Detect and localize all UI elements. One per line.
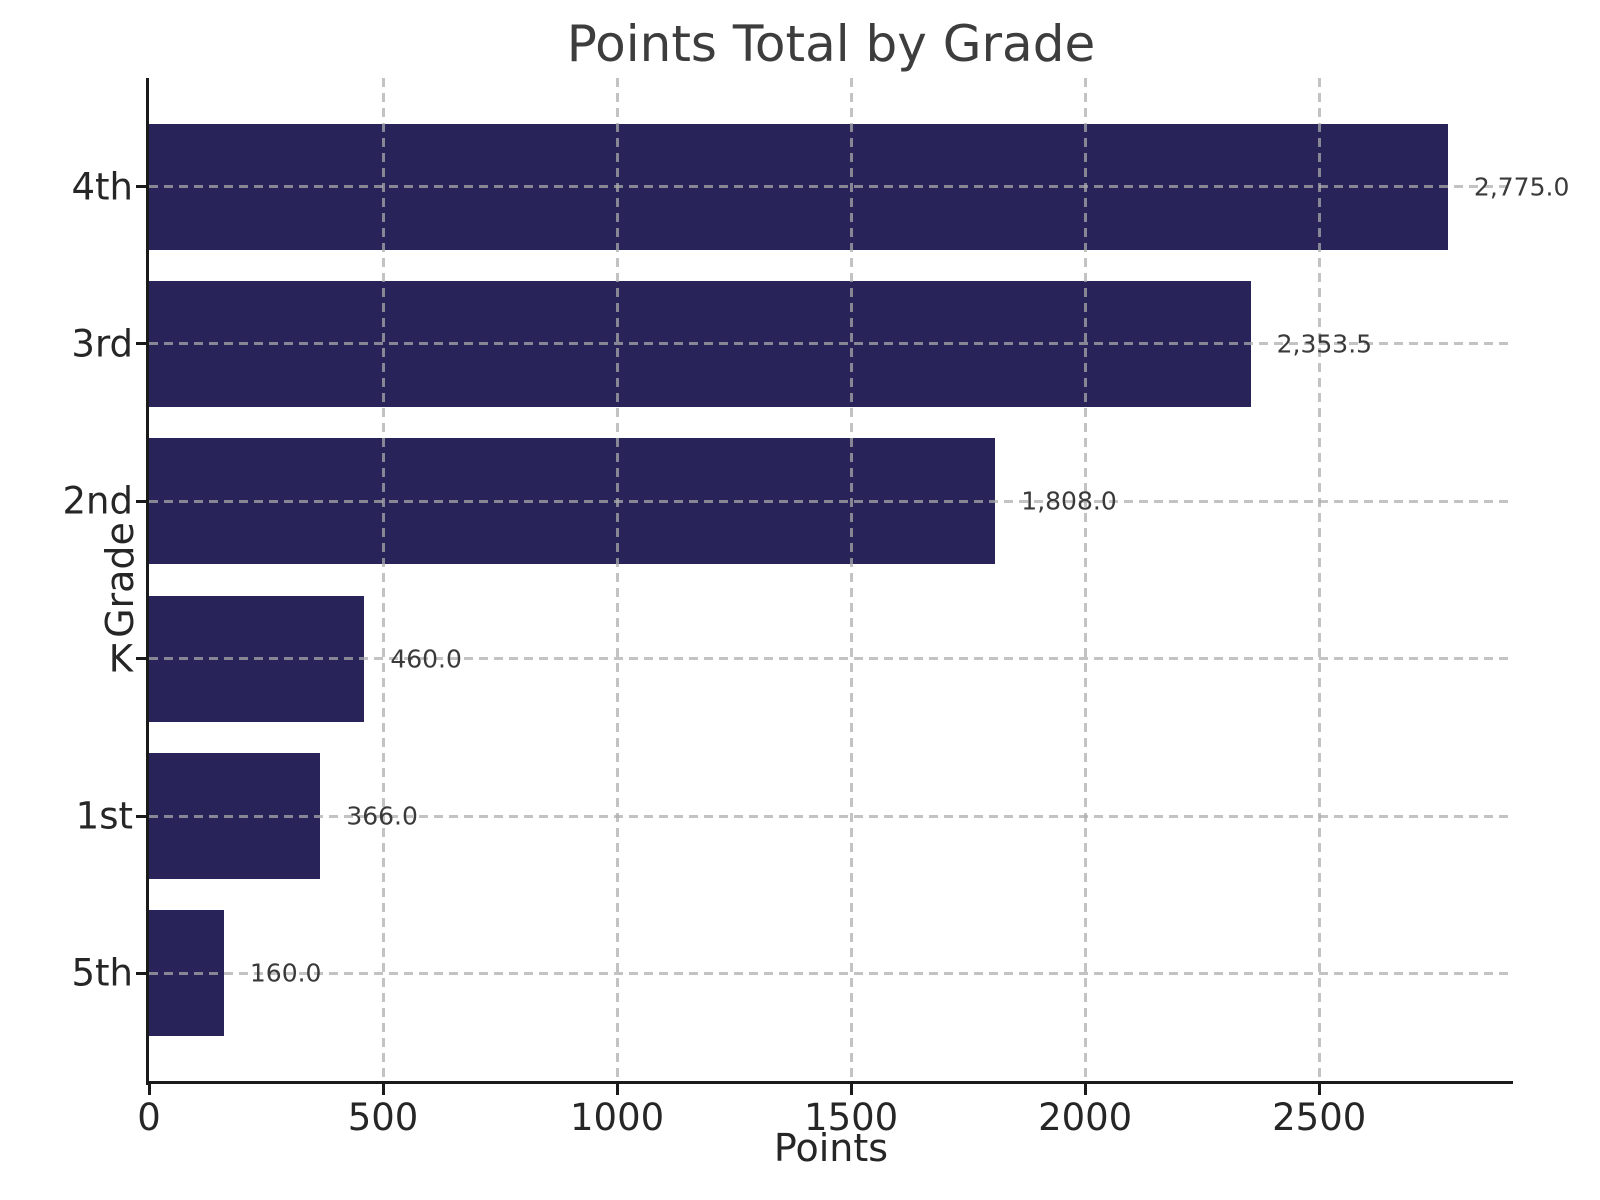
y-tick-label: 4th <box>71 165 134 209</box>
x-tick-label: 500 <box>347 1096 419 1139</box>
x-tick-label: 0 <box>137 1096 161 1139</box>
y-tick-label: K <box>108 637 133 681</box>
x-axis-spine <box>146 1081 1513 1084</box>
y-tick-mark <box>136 342 149 346</box>
bar-value-label: 2,353.5 <box>1276 329 1373 359</box>
x-tick-mark <box>1083 1082 1087 1095</box>
y-tick-label: 2nd <box>62 479 133 523</box>
y-gridline <box>149 499 1513 503</box>
y-tick-label: 1st <box>75 794 133 838</box>
x-gridline <box>1317 78 1321 1082</box>
bar-value-label: 1,808.0 <box>1021 486 1117 516</box>
x-tick-label: 1000 <box>569 1096 665 1139</box>
y-tick-label: 5th <box>71 951 134 995</box>
x-tick-label: 2000 <box>1038 1096 1133 1139</box>
x-tick-label: 2500 <box>1272 1096 1367 1139</box>
y-tick-mark <box>136 185 149 189</box>
x-gridline <box>849 78 853 1082</box>
y-tick-mark <box>136 814 149 818</box>
x-tick-mark <box>1317 1082 1321 1095</box>
y-gridline <box>149 342 1513 346</box>
y-tick-label: 3rd <box>71 322 133 366</box>
x-tick-mark <box>381 1082 385 1095</box>
bar-value-label: 460.0 <box>390 644 462 674</box>
bar-value-label: 366.0 <box>346 801 418 831</box>
x-tick-mark <box>615 1082 619 1095</box>
x-axis-title: Points <box>773 1126 889 1170</box>
y-gridline <box>149 657 1513 661</box>
bar-value-label: 2,775.0 <box>1473 172 1570 202</box>
y-gridline <box>149 971 1513 975</box>
x-gridline <box>615 78 619 1082</box>
x-tick-mark <box>147 1082 151 1095</box>
y-gridline <box>149 185 1513 189</box>
y-axis-spine <box>146 78 149 1085</box>
x-gridline <box>381 78 385 1082</box>
y-tick-mark <box>136 657 149 661</box>
x-tick-label: 1500 <box>804 1096 899 1139</box>
y-axis-title: Grade <box>98 522 142 638</box>
chart-title: Points Total by Grade <box>566 15 1096 73</box>
x-tick-mark <box>849 1082 853 1095</box>
y-gridline <box>149 814 1513 818</box>
x-gridline <box>1083 78 1087 1082</box>
y-tick-mark <box>136 971 149 975</box>
bar-value-label: 160.0 <box>249 958 322 988</box>
y-tick-mark <box>136 499 149 503</box>
